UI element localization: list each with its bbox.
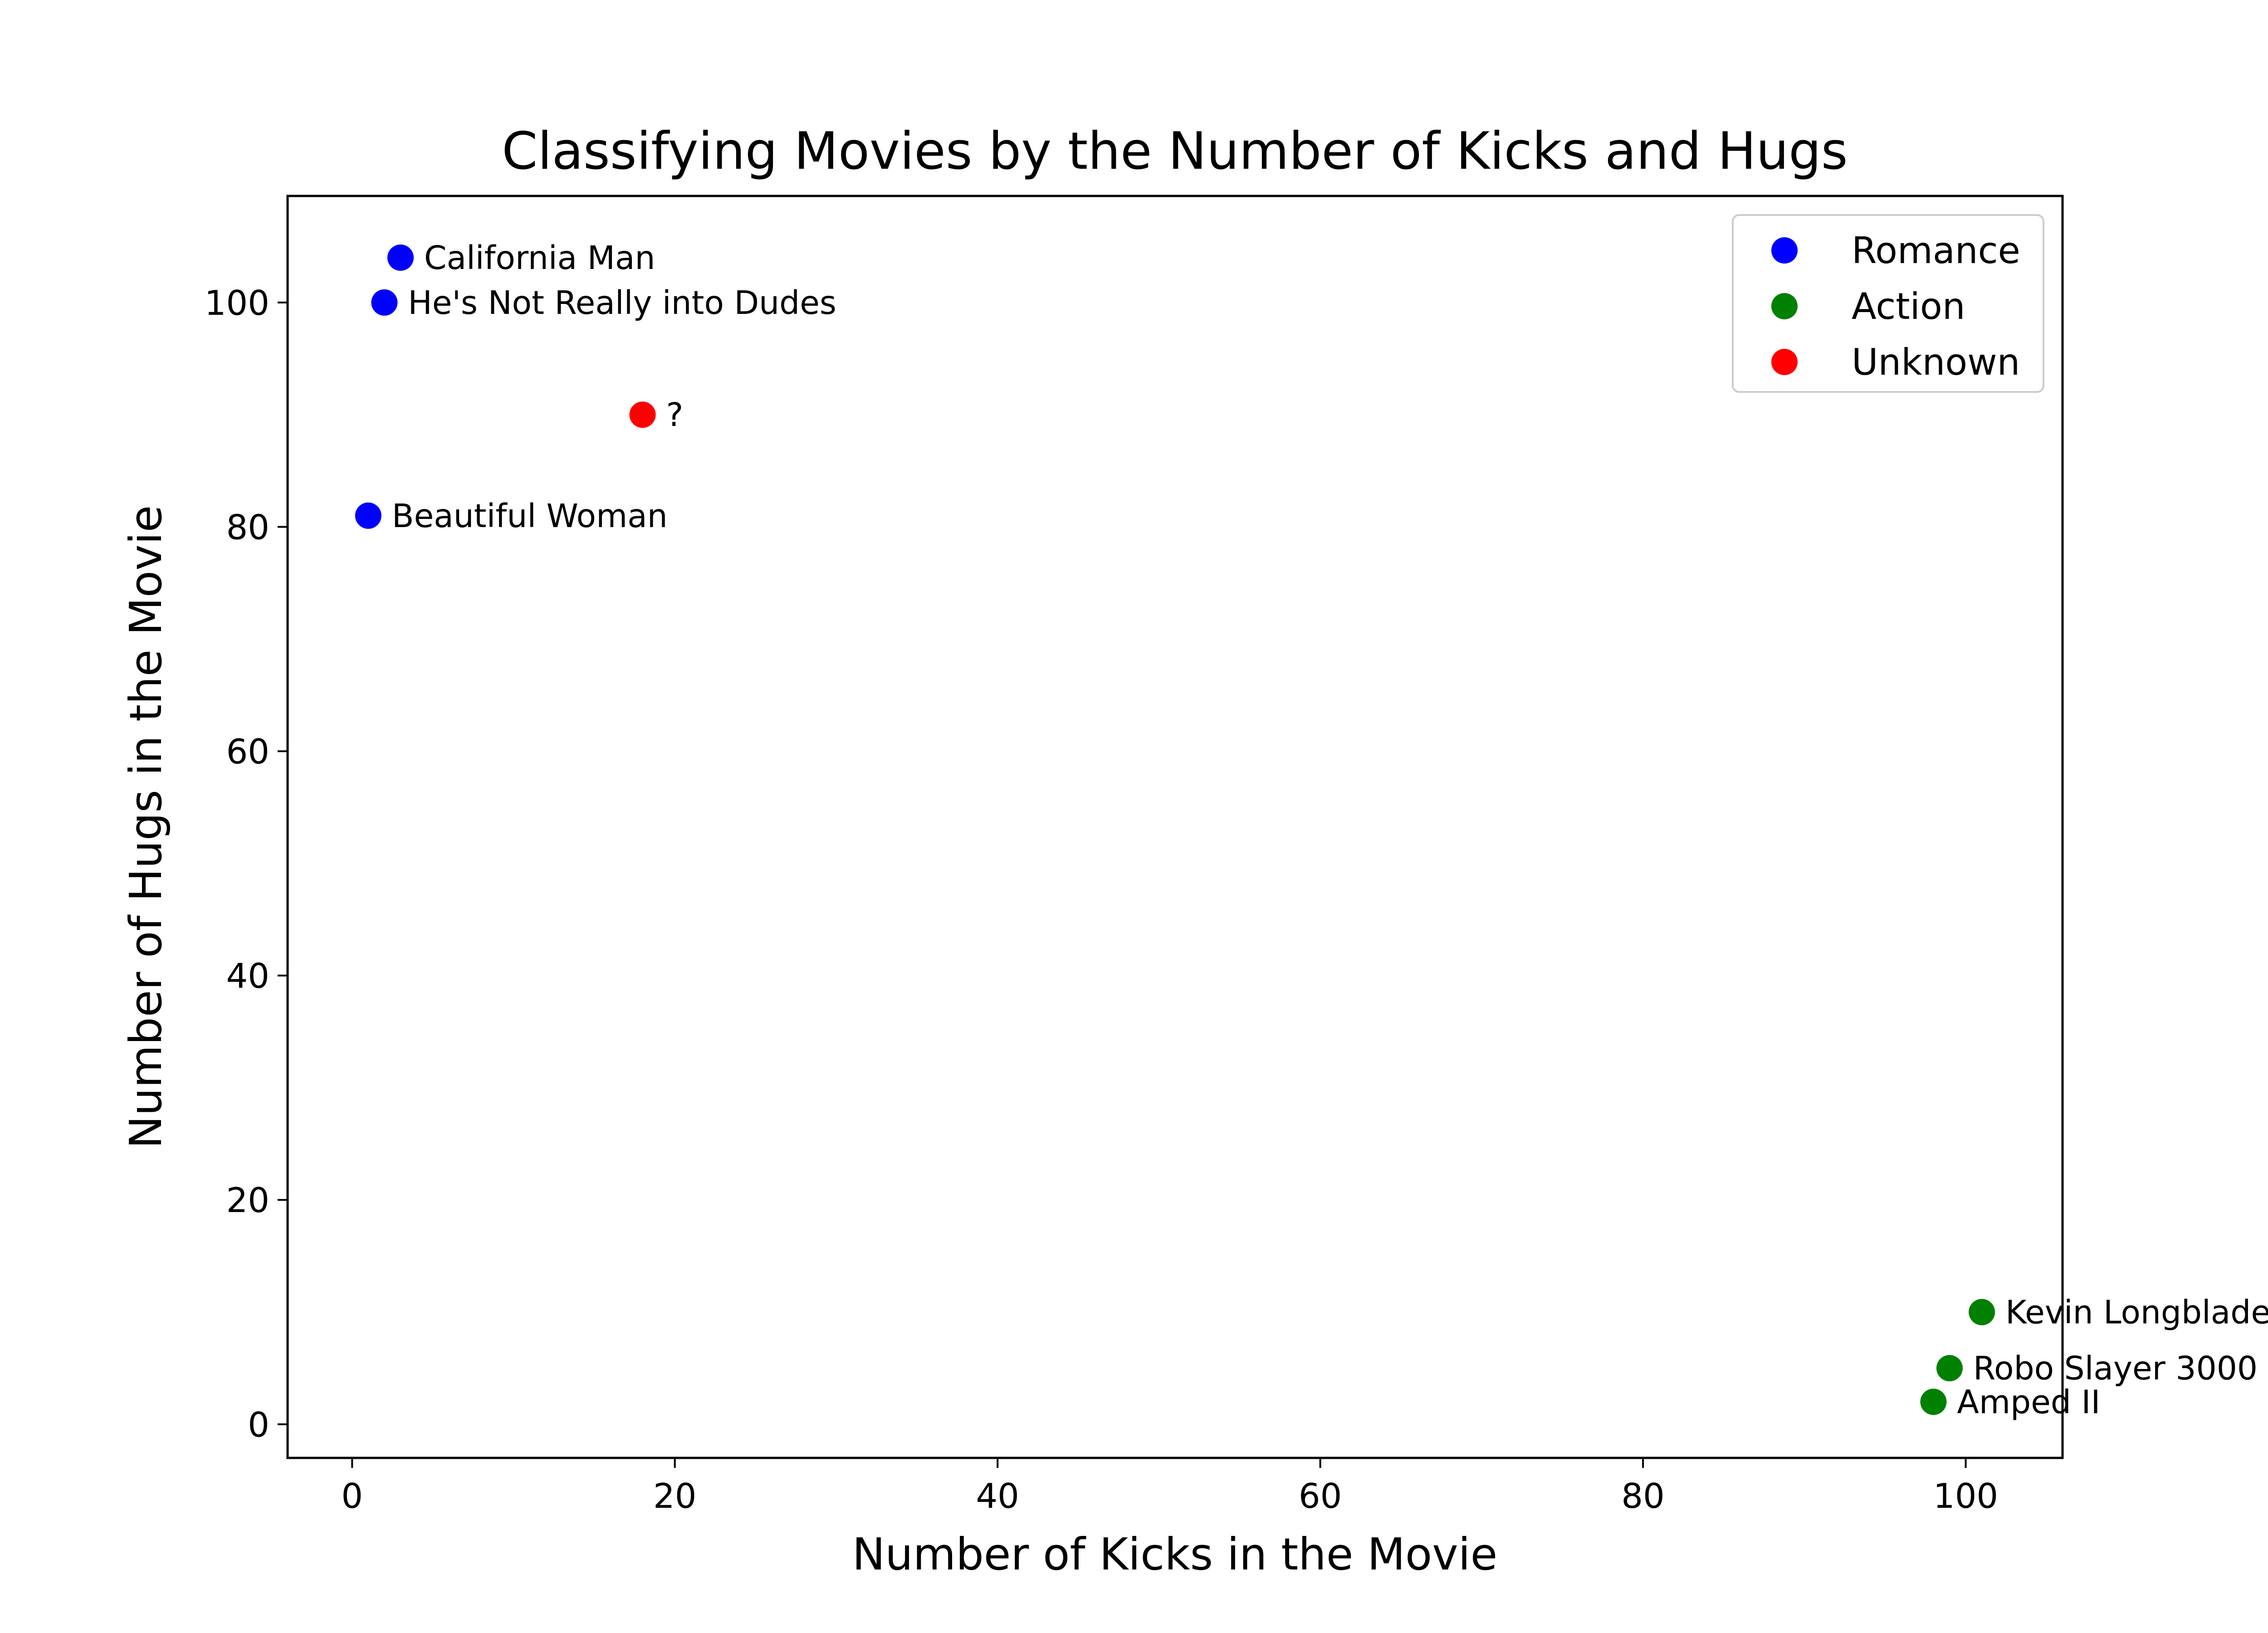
legend-marker: [1771, 349, 1798, 375]
x-tick-label: 0: [341, 1476, 363, 1516]
data-point: [387, 244, 414, 271]
data-point-label: He's Not Really into Dudes: [408, 284, 836, 322]
y-axis: 0 20 40 60 80 100: [205, 283, 288, 1445]
data-point: [1920, 1389, 1947, 1415]
data-point: [371, 289, 398, 316]
x-tick-label: 60: [1299, 1476, 1342, 1516]
plot-area-frame: [286, 195, 2064, 1459]
x-axis: 0 20 40 60 80 100: [341, 1458, 1998, 1516]
data-point-label: Robo Slayer 3000: [1973, 1349, 2258, 1387]
legend-label: Unknown: [1852, 341, 2020, 383]
data-point: [1936, 1355, 1963, 1382]
y-tick-label: 80: [226, 508, 269, 548]
y-axis-label: Number of Hugs in the Movie: [120, 505, 171, 1149]
data-points: California Man He's Not Really into Dudes…: [355, 239, 2268, 1421]
legend-label: Romance: [1852, 230, 2020, 272]
x-tick-label: 40: [976, 1476, 1019, 1516]
data-point: [355, 502, 381, 529]
y-tick-label: 100: [205, 283, 269, 323]
y-tick-label: 40: [226, 956, 269, 996]
x-tick-label: 100: [1933, 1476, 1998, 1516]
y-tick-label: 60: [226, 732, 269, 772]
y-tick-label: 0: [248, 1405, 269, 1445]
x-tick-label: 20: [653, 1476, 696, 1516]
data-point-label: California Man: [424, 239, 655, 277]
data-point-label: ?: [666, 396, 684, 434]
legend-marker: [1771, 237, 1798, 264]
data-point: [1969, 1299, 1995, 1325]
x-axis-label: Number of Kicks in the Movie: [852, 1529, 1498, 1580]
legend-box: [1732, 214, 2044, 393]
data-point-label: Kevin Longblade: [2005, 1294, 2268, 1331]
data-point: [629, 401, 656, 428]
y-tick-label: 20: [226, 1180, 269, 1220]
data-point-label: Beautiful Woman: [392, 497, 668, 535]
legend-label: Action: [1852, 285, 1965, 328]
legend-marker: [1771, 293, 1798, 319]
data-point-label: Amped II: [1957, 1383, 2100, 1421]
chart-title: Classifying Movies by the Number of Kick…: [502, 121, 1848, 181]
legend: Romance Action Unknown: [1732, 214, 2044, 393]
x-tick-label: 80: [1621, 1476, 1664, 1516]
